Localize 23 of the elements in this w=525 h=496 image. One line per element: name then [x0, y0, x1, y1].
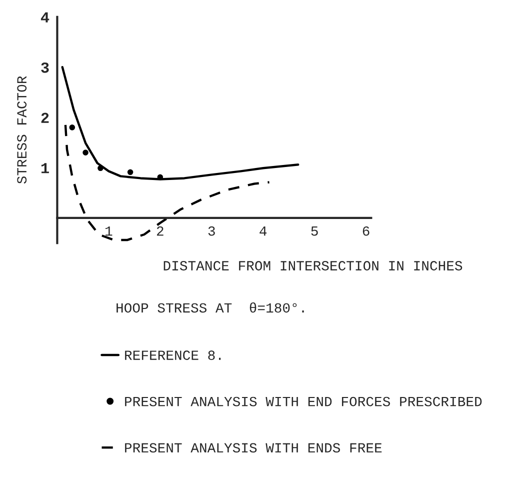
- point: [69, 124, 76, 130]
- point: [98, 165, 104, 172]
- y-tick-label: 1: [41, 163, 49, 174]
- y-tick-label: 3: [41, 62, 49, 73]
- y-axis-title: STRESS FACTOR: [17, 76, 27, 184]
- line-series: [64, 124, 270, 242]
- x-tick-label: 2: [156, 226, 164, 236]
- y-tick-label: 4: [40, 12, 50, 22]
- line-series: [61, 66, 300, 180]
- point: [127, 169, 134, 176]
- legend-label: REFERENCE 8.: [125, 350, 221, 360]
- x-tick-label: 5: [311, 226, 318, 236]
- legend-label: PRESENT ANALYSIS WITH END FORCES PRESCRIBED: [125, 396, 482, 406]
- x-axis-title: DISTANCE FROM INTERSECTION IN INCHES: [164, 261, 462, 270]
- legend-label: PRESENT ANALYSIS WITH ENDS FREE: [125, 443, 382, 453]
- x-tick-label: 6: [362, 226, 370, 236]
- point: [82, 150, 88, 156]
- point: [157, 174, 164, 180]
- x-tick-label: 3: [208, 226, 215, 236]
- x-tick-label: 1: [106, 226, 112, 236]
- text: HOOP STRESS AT θ=180°.: [116, 302, 304, 313]
- x-tick-label: 4: [260, 226, 267, 236]
- y-tick-label: 2: [41, 112, 49, 123]
